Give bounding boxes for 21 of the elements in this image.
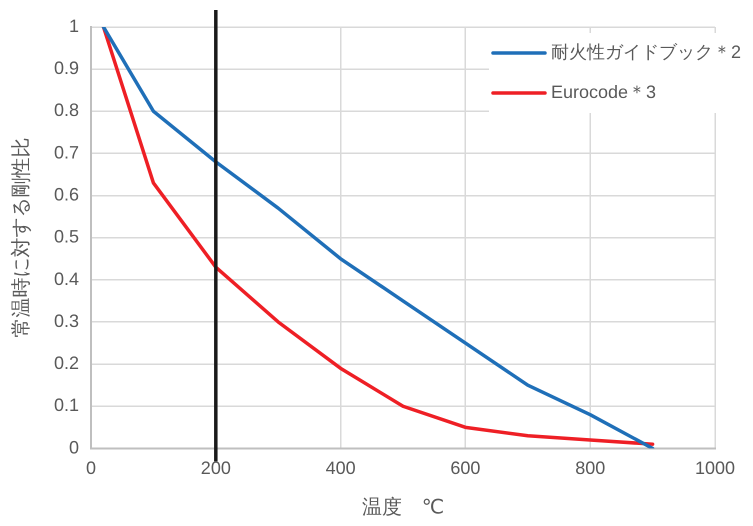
y-tick-label: 0.6 xyxy=(54,184,80,205)
y-tick-label: 0.9 xyxy=(54,58,80,78)
y-tick-label: 0.4 xyxy=(54,268,80,289)
y-tick-label: 0 xyxy=(69,437,80,458)
y-tick-label: 1 xyxy=(69,16,80,36)
x-tick-label: 200 xyxy=(200,458,231,478)
y-tick-label: 0.5 xyxy=(54,226,80,247)
x-tick-label: 800 xyxy=(575,458,606,478)
y-tick-label: 0.8 xyxy=(54,100,80,120)
legend-label: 耐火性ガイドブック＊2 xyxy=(550,42,742,62)
legend-label: Eurocode＊3 xyxy=(550,82,656,102)
y-tick-label: 0.1 xyxy=(54,395,80,416)
x-tick-label: 600 xyxy=(450,458,480,478)
y-axis-title: 常温時に対する剛性比 xyxy=(10,138,33,338)
y-tick-label: 0.3 xyxy=(54,310,80,331)
y-tick-label: 0.7 xyxy=(54,142,80,162)
x-tick-label: 0 xyxy=(86,458,96,478)
x-axis-title: 温度 ℃ xyxy=(362,496,444,519)
x-tick-label: 400 xyxy=(326,458,356,478)
x-tick-label: 1000 xyxy=(694,458,736,478)
y-tick-label: 0.2 xyxy=(54,353,80,374)
